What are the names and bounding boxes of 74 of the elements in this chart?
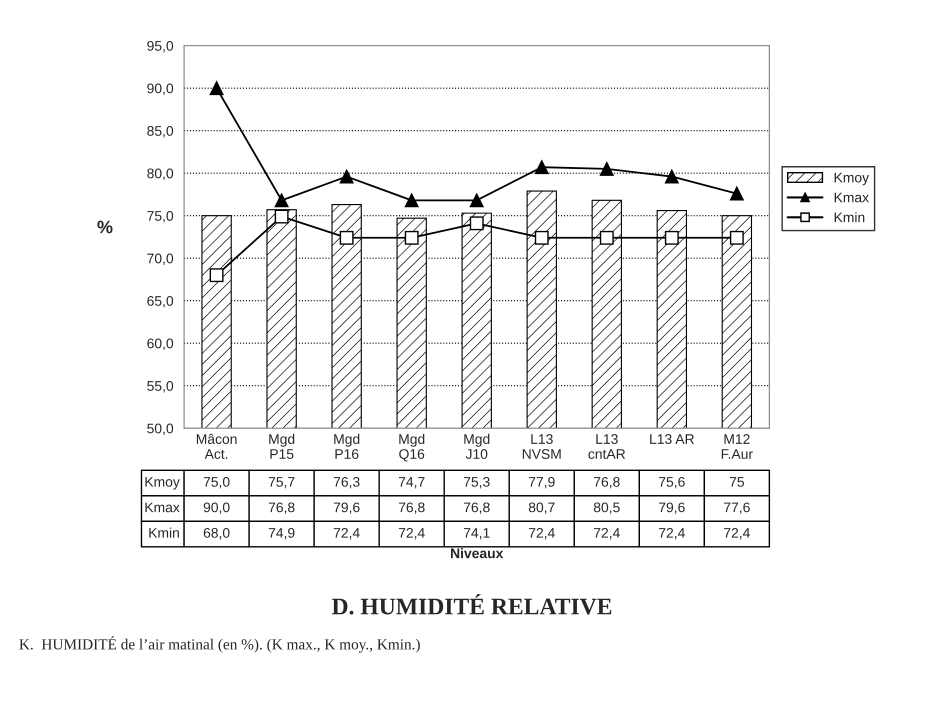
data-label: 75 xyxy=(730,477,744,487)
point xyxy=(534,160,549,174)
text: Kmax xyxy=(145,502,180,512)
point xyxy=(340,230,354,245)
text: K. HUMIDITÉ de l’air matinal (en %). (K max., K moy., Kmin.) xyxy=(19,636,420,653)
y-tick-label: 90,0 xyxy=(147,83,174,95)
data-label: 68,0 xyxy=(204,528,230,540)
point xyxy=(730,186,744,201)
legend-label: Kmin xyxy=(834,212,864,222)
data-label: 76,8 xyxy=(464,502,490,514)
data-label: 80,5 xyxy=(594,502,620,514)
data-label: 76,8 xyxy=(268,502,295,514)
x-tick-label: Mgd P16 xyxy=(334,434,360,459)
x-tick-label: L13 AR xyxy=(650,434,694,444)
y-tick-label: 80,0 xyxy=(147,168,174,180)
data-label: 72,4 xyxy=(398,528,425,540)
y-tick-label: 75,0 xyxy=(147,211,174,222)
point xyxy=(274,193,289,208)
data-label: 72,4 xyxy=(594,528,620,540)
data-label: 75,3 xyxy=(464,476,490,488)
x-tick-label: Mgd Q16 xyxy=(399,434,424,462)
legend-label: Kmoy xyxy=(834,172,870,186)
y-tick-label: 65,0 xyxy=(147,296,174,308)
y-tick-label: 70,0 xyxy=(147,254,174,265)
point xyxy=(664,230,679,245)
data-label: 72,4 xyxy=(724,528,750,540)
y-tick-label: 95,0 xyxy=(147,40,174,52)
point xyxy=(470,193,484,208)
y-tick-label: 50,0 xyxy=(147,424,174,436)
point xyxy=(404,230,419,245)
text: Kmoy xyxy=(145,477,180,490)
x-tick-label: L13 NVSM xyxy=(522,434,561,459)
data-label: 79,6 xyxy=(659,502,685,514)
x-tick-label: Mgd P15 xyxy=(269,434,294,459)
point xyxy=(664,170,679,184)
point xyxy=(210,268,224,282)
data-label: 76,8 xyxy=(594,476,620,488)
data-label: 76,3 xyxy=(334,476,360,488)
data-label: 74,9 xyxy=(268,528,294,540)
y-tick-label: 60,0 xyxy=(147,338,174,350)
text: Kmin xyxy=(149,528,179,538)
data-label: 77,6 xyxy=(724,502,750,514)
data-label: 76,8 xyxy=(398,502,425,514)
data-label: 75,7 xyxy=(268,477,294,488)
point xyxy=(404,193,419,208)
point xyxy=(534,230,549,245)
point xyxy=(600,230,614,245)
text: D. HUMIDITÉ RELATIVE xyxy=(332,594,612,615)
x-tick-label: Mâcon Act. xyxy=(196,434,237,459)
legend-label: Kmax xyxy=(834,192,869,202)
x-tick-label: L13 cntAR xyxy=(588,434,626,459)
data-label: 75,0 xyxy=(204,476,230,488)
data-label: 72,4 xyxy=(528,528,555,540)
point xyxy=(470,216,484,230)
data-label: 79,6 xyxy=(334,502,360,514)
point xyxy=(340,170,354,184)
y-tick-label: 85,0 xyxy=(147,126,174,138)
x-tick-label: M12 F.Aur xyxy=(722,434,753,459)
text: Niveaux xyxy=(451,548,504,558)
data-label: 74,1 xyxy=(464,528,490,540)
point xyxy=(730,230,744,245)
point xyxy=(600,162,614,176)
x-tick-label: Mgd J10 xyxy=(464,434,490,459)
data-label: 74,7 xyxy=(398,477,425,488)
data-label: 90,0 xyxy=(204,502,230,514)
data-label: 72,4 xyxy=(659,528,685,540)
y-tick-label: 55,0 xyxy=(147,381,174,393)
point xyxy=(274,210,289,224)
y-axis-title: % xyxy=(97,220,113,234)
point xyxy=(210,81,224,96)
data-label: 77,9 xyxy=(528,476,555,488)
data-label: 75,6 xyxy=(659,476,685,488)
data-label: 72,4 xyxy=(334,528,360,540)
data-label: 80,7 xyxy=(528,502,555,514)
